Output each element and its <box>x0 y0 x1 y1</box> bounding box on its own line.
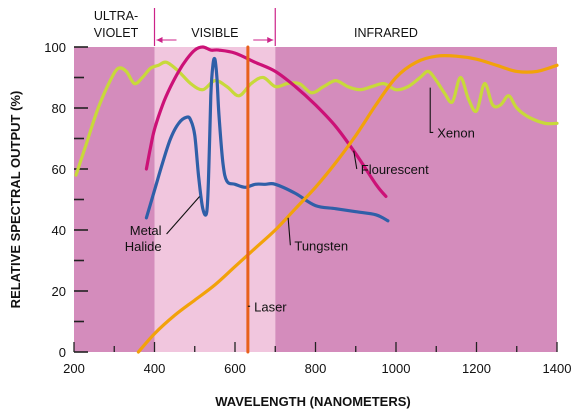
region-label-ultraviolet: VIOLET <box>94 26 139 40</box>
x-tick-label: 1200 <box>462 361 491 376</box>
annotation-leader-metal-halide <box>166 196 200 235</box>
annotation-label: Flourescent <box>361 162 429 177</box>
y-axis-title: RELATIVE SPECTRAL OUTPUT (%) <box>8 91 23 309</box>
region-band-ultraviolet <box>74 47 155 352</box>
annotation-leader-flourescent <box>353 150 358 170</box>
series-line-xenon <box>74 60 559 177</box>
x-tick-label: 800 <box>305 361 327 376</box>
region-band-infrared <box>275 47 557 352</box>
annotation-label: Xenon <box>437 125 475 140</box>
y-tick-label: 0 <box>59 345 66 360</box>
annotation-label: Halide <box>125 239 162 254</box>
region-label-visible: VISIBLE <box>191 26 238 40</box>
visible-arrow-right <box>267 37 274 43</box>
region-label-ultraviolet: ULTRA- <box>94 9 138 23</box>
x-tick-label: 600 <box>224 361 246 376</box>
x-tick-label: 1400 <box>543 361 572 376</box>
y-tick-label: 20 <box>52 284 66 299</box>
region-band-visible <box>154 47 276 352</box>
x-tick-label: 200 <box>63 361 85 376</box>
visible-arrow-left <box>156 37 163 43</box>
annotation-leader-tungsten <box>287 217 291 246</box>
y-tick-label: 80 <box>52 101 66 116</box>
series-line-metal-halide <box>144 56 390 223</box>
series-line-flourescent <box>144 45 388 198</box>
region-label-infrared: INFRARED <box>354 26 418 40</box>
annotation-label: Laser <box>254 299 287 314</box>
x-tick-label: 400 <box>144 361 166 376</box>
x-axis-title: WAVELENGTH (NANOMETERS) <box>215 394 410 409</box>
y-tick-label: 100 <box>44 40 66 55</box>
y-tick-label: 60 <box>52 162 66 177</box>
annotation-leader-xenon <box>429 87 434 133</box>
annotation-label: Metal <box>130 223 162 238</box>
series-line-tungsten <box>136 53 559 354</box>
x-tick-label: 1000 <box>382 361 411 376</box>
annotation-label: Tungsten <box>294 238 348 253</box>
y-tick-label: 40 <box>52 223 66 238</box>
